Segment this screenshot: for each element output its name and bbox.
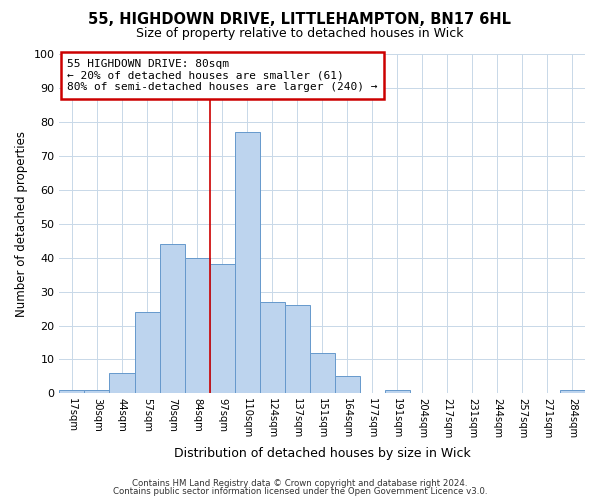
Bar bbox=[260, 302, 284, 394]
Bar bbox=[109, 373, 134, 394]
Bar bbox=[59, 390, 85, 394]
Bar bbox=[185, 258, 209, 394]
Bar bbox=[134, 312, 160, 394]
Bar bbox=[310, 352, 335, 394]
Text: Size of property relative to detached houses in Wick: Size of property relative to detached ho… bbox=[136, 28, 464, 40]
Bar bbox=[85, 390, 109, 394]
Text: 55, HIGHDOWN DRIVE, LITTLEHAMPTON, BN17 6HL: 55, HIGHDOWN DRIVE, LITTLEHAMPTON, BN17 … bbox=[89, 12, 511, 28]
Bar bbox=[560, 390, 585, 394]
Bar bbox=[284, 305, 310, 394]
Bar bbox=[335, 376, 360, 394]
Bar bbox=[209, 264, 235, 394]
Bar bbox=[385, 390, 410, 394]
Y-axis label: Number of detached properties: Number of detached properties bbox=[15, 130, 28, 316]
Text: 55 HIGHDOWN DRIVE: 80sqm
← 20% of detached houses are smaller (61)
80% of semi-d: 55 HIGHDOWN DRIVE: 80sqm ← 20% of detach… bbox=[67, 59, 378, 92]
Bar bbox=[235, 132, 260, 394]
Bar bbox=[160, 244, 185, 394]
Text: Contains public sector information licensed under the Open Government Licence v3: Contains public sector information licen… bbox=[113, 487, 487, 496]
X-axis label: Distribution of detached houses by size in Wick: Distribution of detached houses by size … bbox=[174, 447, 470, 460]
Text: Contains HM Land Registry data © Crown copyright and database right 2024.: Contains HM Land Registry data © Crown c… bbox=[132, 478, 468, 488]
